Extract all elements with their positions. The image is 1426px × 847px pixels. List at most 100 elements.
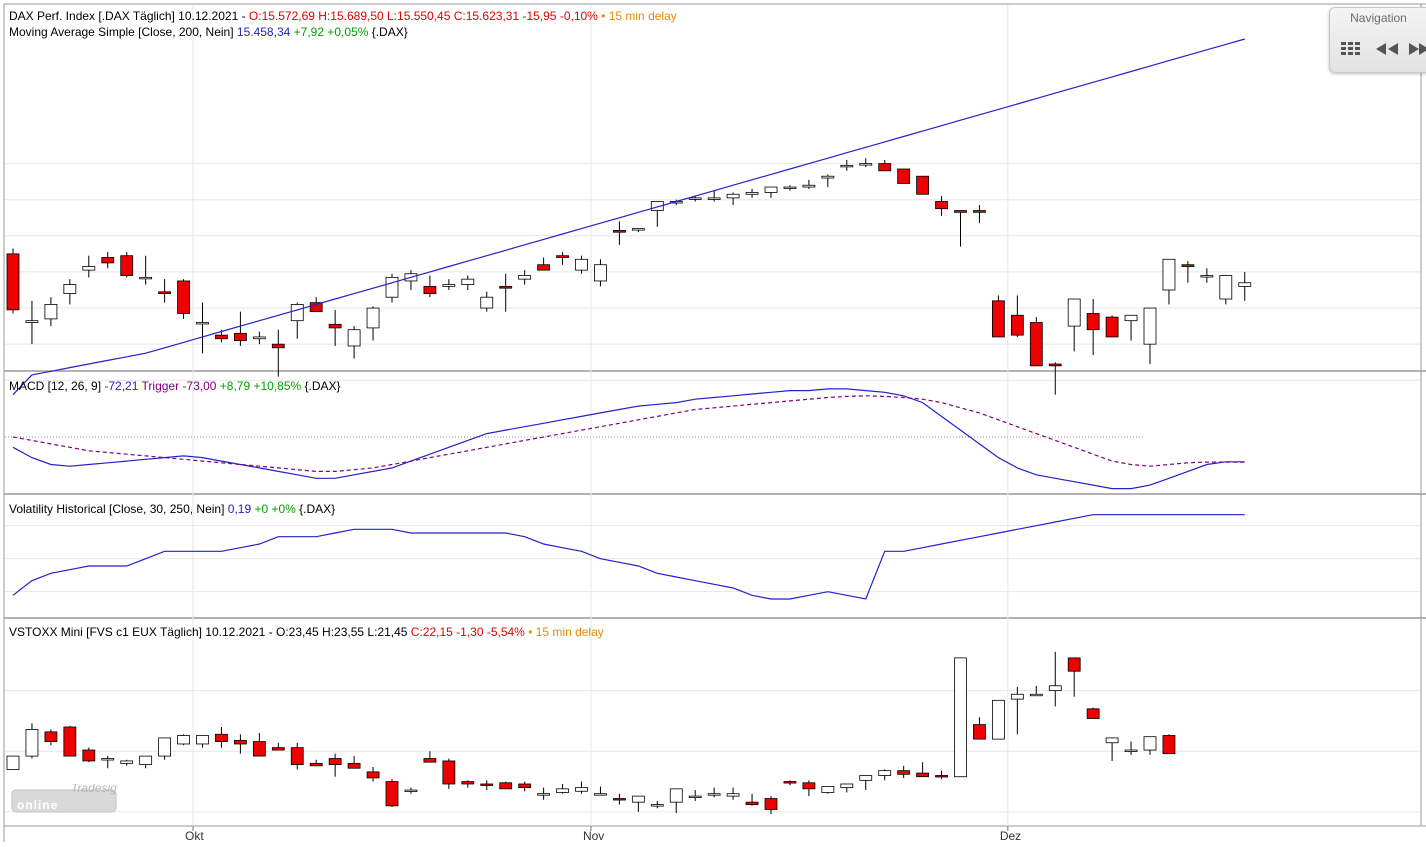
dax-body [878,163,892,172]
vstoxx-candle [63,725,77,757]
x-tick-label-nov: Nov [583,829,604,842]
macd-line [12,388,1245,490]
vstoxx-candle [404,787,418,794]
vstoxx-candle [290,742,304,770]
vstoxx-candle [650,800,664,809]
vstoxx-body [688,795,702,799]
dax-candle [859,158,873,168]
vstoxx-body [120,760,134,764]
vstoxx-candle [442,758,456,789]
dax-body [650,201,664,211]
vstoxx-candle [916,762,929,778]
dax-candle [1238,271,1252,301]
dax-body [252,336,266,340]
dax-candle [518,270,532,285]
dax-candle [631,228,645,233]
dax-body [726,193,740,199]
tradesignal-online-logo: Tradesignal online [11,781,133,814]
dax-body [859,163,873,166]
dax-body [840,164,854,168]
vstoxx-candle [1143,736,1157,755]
dax-legend: DAX Perf. Index [.DAX Täglich] 10.12.202… [9,9,677,23]
dax-candle [442,279,456,290]
dax-body [707,197,721,200]
vstoxx-body [233,739,247,745]
dax-body [44,304,58,320]
vstoxx-candle [44,729,58,746]
vstoxx-body [1048,685,1062,692]
vstoxx-body [954,657,967,778]
vstoxx-candle [840,783,854,793]
grid-icon[interactable] [1338,38,1366,60]
vol-legend-change: +0 +0% [251,502,296,516]
vstoxx-legend-name: VSTOXX Mini [FVS c1 EUX Täglich] 10.12.2… [9,625,276,639]
dax-body [499,285,513,289]
dax-candle [366,306,380,341]
dax-body [1048,363,1062,367]
fast-forward-icon[interactable] [1407,38,1426,60]
vstoxx-candle [669,788,683,814]
vstoxx-candle [480,780,494,791]
vstoxx-candle [1048,651,1062,707]
vstoxx-body [556,788,569,793]
dax-candle [802,179,816,189]
dax-body [442,284,456,287]
vstoxx-candle [954,657,967,778]
vstoxx-body [271,747,285,751]
vstoxx-candle [499,781,513,790]
vstoxx-body [878,770,892,776]
vstoxx-candle [726,787,740,800]
vstoxx-body [82,749,96,762]
dax-candle [707,190,721,202]
dax-candle [271,329,285,377]
dax-candle [82,255,96,278]
vstoxx-body [707,793,721,796]
macd-legend-name: MACD [12, 26, 9] [9,379,104,393]
vstoxx-candle [347,756,361,769]
dax-body [1067,298,1081,327]
dax-candle [1143,307,1157,365]
dax-body [215,334,228,340]
sma-200-line [12,38,1245,396]
dax-body [328,323,342,329]
dax-body [688,197,702,200]
dax-candle [594,259,607,287]
dax-body [631,228,645,231]
dax-body [897,168,911,184]
vstoxx-body [177,735,190,745]
macd-legend-suffix: {.DAX} [301,379,340,393]
rewind-icon[interactable] [1372,38,1402,60]
vstoxx-candle [537,787,550,800]
dax-body [1200,275,1214,278]
dax-candle [575,255,588,274]
dax-body [385,276,399,298]
dax-candle [461,275,475,290]
vstoxx-candle [139,755,153,769]
vstoxx-candle [764,796,778,815]
vstoxx-body [935,775,948,778]
navigation-panel: Navigation [1329,7,1426,73]
vstoxx-candle [177,734,190,746]
vstoxx-body [1162,735,1176,755]
logo-brand: Tradesignal [71,784,117,795]
dax-body [139,276,153,280]
vstoxx-candle [385,779,399,808]
dax-candle [177,279,190,319]
dax-body [916,175,929,195]
vstoxx-body [347,762,361,769]
vstoxx-candle [802,780,816,797]
vstoxx-body [537,793,550,796]
vstoxx-candle [1124,741,1138,755]
macd-legend-value: -72,21 [104,379,138,393]
dax-candle [878,159,892,172]
dax-candle [935,196,948,216]
dax-candle [347,326,361,359]
vstoxx-candle [233,734,247,754]
vstoxx-body [745,801,759,805]
dax-candle [1200,268,1214,283]
vstoxx-candle [783,780,797,786]
dax-candle [139,255,153,285]
dax-candle [158,279,172,303]
vstoxx-body [783,781,797,784]
